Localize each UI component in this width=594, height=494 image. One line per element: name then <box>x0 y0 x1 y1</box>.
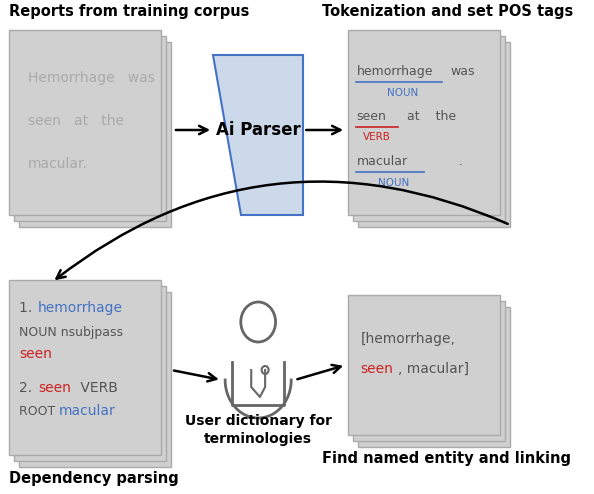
Text: VERB: VERB <box>77 381 118 395</box>
Text: macular: macular <box>356 155 407 168</box>
Text: seen: seen <box>356 110 386 123</box>
Text: [hemorrhage,: [hemorrhage, <box>361 332 456 346</box>
Text: seen: seen <box>361 362 394 376</box>
FancyBboxPatch shape <box>353 301 505 441</box>
Text: terminologies: terminologies <box>204 432 312 446</box>
FancyBboxPatch shape <box>14 286 166 461</box>
Text: NOUN: NOUN <box>378 178 409 188</box>
Text: NOUN nsubjpass: NOUN nsubjpass <box>19 326 123 339</box>
FancyBboxPatch shape <box>347 30 500 215</box>
Text: , macular]: , macular] <box>398 362 469 376</box>
Text: .: . <box>459 155 463 168</box>
FancyBboxPatch shape <box>9 280 161 455</box>
Text: at    the: at the <box>407 110 456 123</box>
Text: hemorrhage: hemorrhage <box>38 301 123 315</box>
Text: seen: seen <box>19 347 52 361</box>
Text: Hemorrhage   was: Hemorrhage was <box>28 71 154 85</box>
FancyBboxPatch shape <box>19 42 171 227</box>
Text: Reports from training corpus: Reports from training corpus <box>9 4 249 19</box>
Text: macular.: macular. <box>28 157 88 171</box>
Text: Tokenization and set POS tags: Tokenization and set POS tags <box>321 4 573 19</box>
Text: 2.: 2. <box>19 381 37 395</box>
FancyBboxPatch shape <box>347 295 500 435</box>
Text: seen: seen <box>38 381 71 395</box>
Text: seen   at   the: seen at the <box>28 114 124 128</box>
Text: Ai Parser: Ai Parser <box>216 121 301 139</box>
Text: was: was <box>450 65 475 78</box>
Text: Dependency parsing: Dependency parsing <box>9 471 178 486</box>
FancyBboxPatch shape <box>358 307 510 447</box>
Text: macular: macular <box>59 404 116 418</box>
Text: 1.: 1. <box>19 301 37 315</box>
Text: NOUN: NOUN <box>387 88 418 98</box>
Text: hemorrhage: hemorrhage <box>356 65 433 78</box>
Text: Find named entity and linking: Find named entity and linking <box>321 451 571 466</box>
FancyBboxPatch shape <box>353 36 505 221</box>
FancyBboxPatch shape <box>9 30 161 215</box>
Text: VERB: VERB <box>364 132 391 142</box>
Text: User dictionary for: User dictionary for <box>185 414 331 428</box>
Polygon shape <box>213 55 304 215</box>
FancyBboxPatch shape <box>358 42 510 227</box>
Text: ROOT: ROOT <box>19 405 59 418</box>
FancyBboxPatch shape <box>14 36 166 221</box>
FancyBboxPatch shape <box>19 292 171 467</box>
